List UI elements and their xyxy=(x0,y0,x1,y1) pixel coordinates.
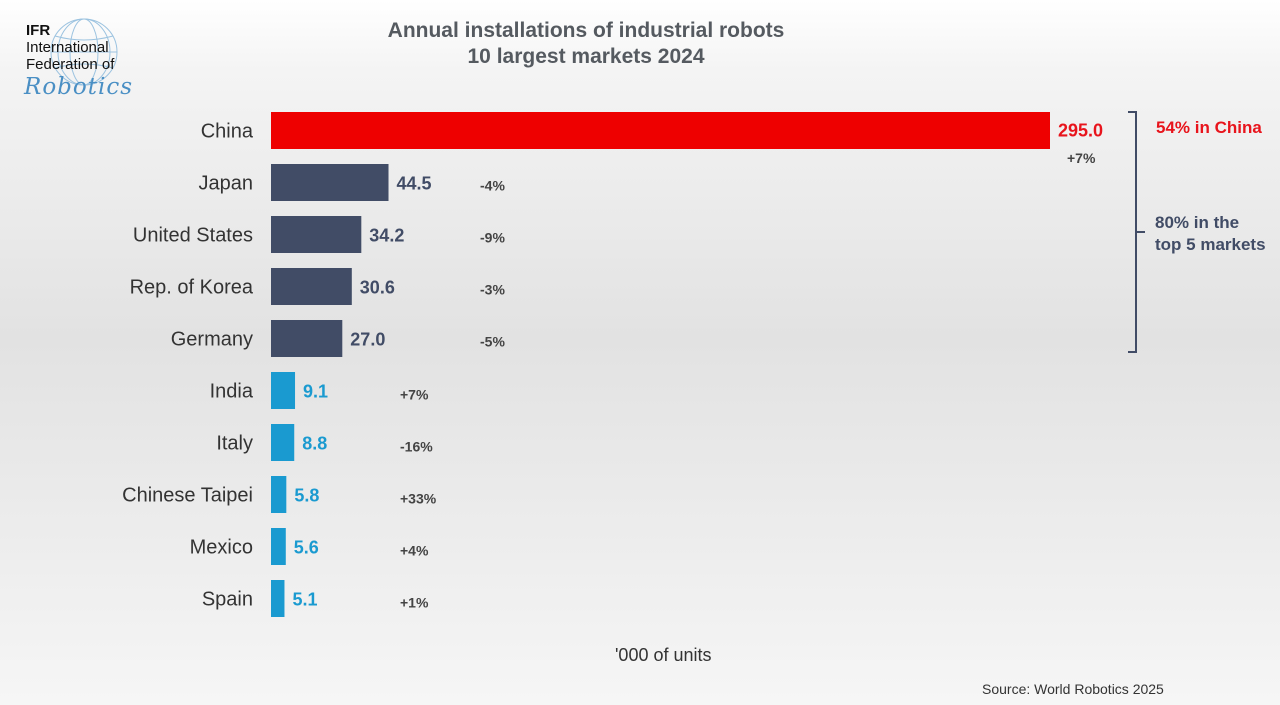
category-label: Mexico xyxy=(190,537,253,559)
category-label: India xyxy=(210,381,254,403)
value-label: 5.8 xyxy=(294,486,319,506)
source-note: Source: World Robotics 2025 xyxy=(982,681,1164,697)
bar xyxy=(271,320,343,357)
top5-note-line-1: 80% in the xyxy=(1155,213,1240,232)
value-label: 8.8 xyxy=(302,434,327,454)
top5-note-line-2: top 5 markets xyxy=(1155,235,1266,254)
category-label: Japan xyxy=(199,173,254,195)
unit-label: '000 of units xyxy=(615,645,712,665)
bar xyxy=(271,216,362,253)
title-line-2: 10 largest markets 2024 xyxy=(467,45,705,68)
bar xyxy=(271,112,1050,149)
value-label: 5.6 xyxy=(294,538,319,558)
value-label: 30.6 xyxy=(360,278,395,298)
change-label: -5% xyxy=(480,334,505,350)
change-label: -16% xyxy=(400,439,433,455)
category-label: China xyxy=(201,121,254,143)
category-label: Chinese Taipei xyxy=(122,485,253,507)
top5-bracket xyxy=(1128,111,1137,353)
change-label: +33% xyxy=(400,491,437,507)
value-label: 295.0 xyxy=(1058,121,1103,141)
change-label: +4% xyxy=(400,543,429,559)
bar xyxy=(271,528,286,565)
ifr-logo: IFR International Federation of Robotics xyxy=(18,14,158,104)
logo-ifr: IFR xyxy=(26,22,51,39)
value-label: 5.1 xyxy=(292,590,317,610)
value-label: 34.2 xyxy=(369,226,404,246)
value-label: 44.5 xyxy=(397,174,432,194)
category-label: Italy xyxy=(216,433,253,455)
bar xyxy=(271,476,287,513)
value-label: 27.0 xyxy=(350,330,385,350)
china-share-note: 54% in China xyxy=(1156,118,1262,137)
globe-icon xyxy=(50,18,118,86)
category-label: Spain xyxy=(202,589,253,611)
category-label: United States xyxy=(133,225,253,247)
change-label: +7% xyxy=(1067,150,1096,166)
logo-robotics: Robotics xyxy=(24,74,134,100)
change-label: -3% xyxy=(480,282,505,298)
category-label: Rep. of Korea xyxy=(130,277,254,299)
change-label: -9% xyxy=(480,230,505,246)
change-label: -4% xyxy=(480,178,505,194)
chart-title: Annual installations of industrial robot… xyxy=(286,18,886,70)
bar xyxy=(271,268,352,305)
top5-share-note: 80% in the top 5 markets xyxy=(1155,212,1266,256)
bar xyxy=(271,580,285,617)
category-label: Germany xyxy=(171,329,253,351)
logo-international: International xyxy=(26,39,109,56)
bar xyxy=(271,164,389,201)
logo-federation: Federation of xyxy=(26,56,115,73)
bar xyxy=(271,424,295,461)
bar xyxy=(271,372,296,409)
title-line-1: Annual installations of industrial robot… xyxy=(387,19,785,42)
change-label: +7% xyxy=(400,387,429,403)
change-label: +1% xyxy=(400,595,429,611)
value-label: 9.1 xyxy=(303,382,328,402)
